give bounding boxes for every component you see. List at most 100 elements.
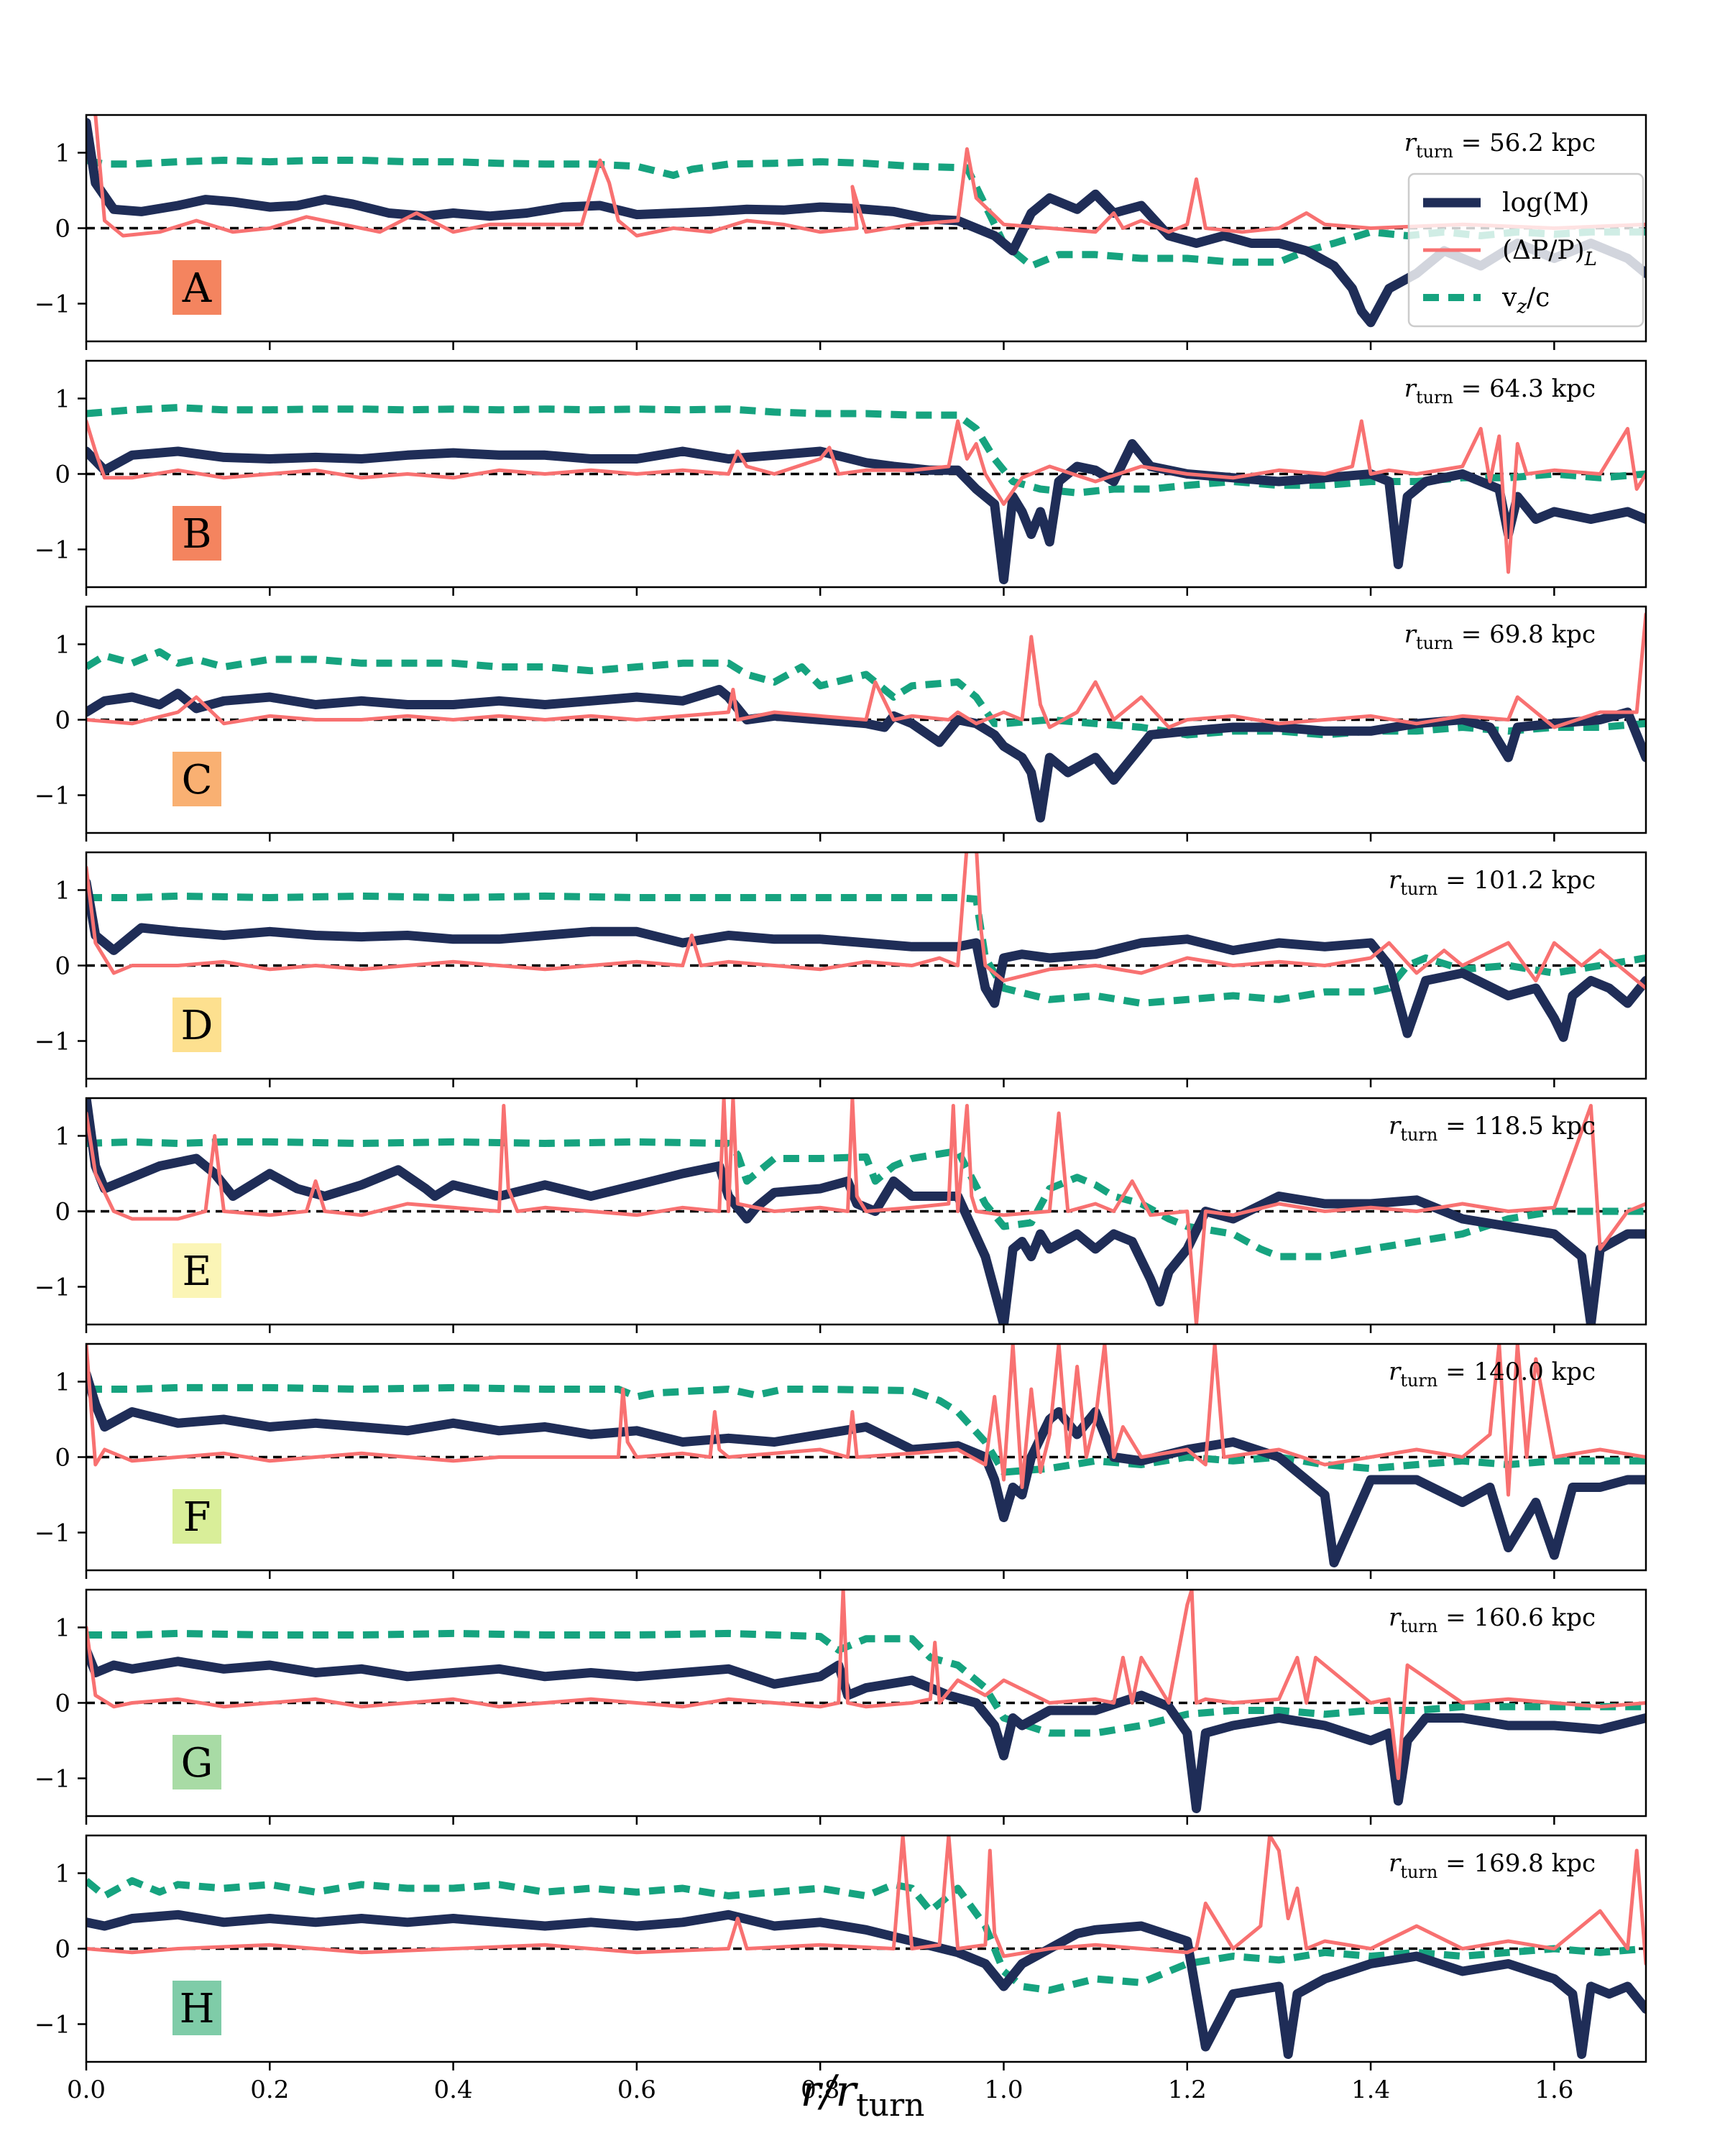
panel-H: 1 0 −1 rturn = 169.8 kpc H xyxy=(34,1834,1647,2070)
r-turn-symbol: r xyxy=(1389,1112,1402,1141)
series-line-logm xyxy=(86,877,1646,1042)
legend-label: (ΔP/P)L xyxy=(1502,236,1597,270)
panel-badge-letter: E xyxy=(183,1248,212,1295)
y-tick-label: −1 xyxy=(34,536,70,565)
y-tick-label: 0 xyxy=(55,1444,70,1473)
y-tick-label: 0 xyxy=(55,1690,70,1718)
r-turn-annotation: rturn = 140.0 kpc xyxy=(1389,1358,1596,1391)
y-tick-label: 1 xyxy=(55,1860,70,1889)
panel-B: 1 0 −1 rturn = 64.3 kpc B xyxy=(34,359,1647,596)
r-turn-value: = 69.8 kpc xyxy=(1453,620,1596,649)
panel-series-group xyxy=(86,1098,1646,1325)
y-tick-label: −1 xyxy=(34,290,70,319)
y-tick-label: −1 xyxy=(34,2011,70,2040)
panel-series-group xyxy=(86,612,1646,823)
r-turn-annotation: rturn = 169.8 kpc xyxy=(1389,1849,1596,1882)
r-turn-annotation: rturn = 69.8 kpc xyxy=(1404,620,1596,653)
x-tick-label: 1.2 xyxy=(1168,2076,1207,2104)
r-turn-value: = 56.2 kpc xyxy=(1453,129,1596,157)
r-turn-value: = 118.5 kpc xyxy=(1438,1112,1596,1141)
r-turn-value: = 64.3 kpc xyxy=(1453,374,1596,403)
panel-series-group xyxy=(86,1344,1646,1567)
series-line-ppl xyxy=(86,612,1646,729)
series-line-ppl xyxy=(92,115,1646,238)
series-line-logm xyxy=(86,1098,1646,1325)
legend-label: vz/c xyxy=(1501,283,1550,318)
x-tick-label: 0.4 xyxy=(434,2076,473,2104)
series-line-vzc xyxy=(86,404,1646,497)
panel-badge-background xyxy=(172,998,221,1052)
series-line-ppl xyxy=(86,1835,1646,1966)
r-turn-symbol: r xyxy=(1404,620,1417,649)
r-turn-subscript: turn xyxy=(1416,387,1453,407)
y-tick-label: 0 xyxy=(55,1198,70,1227)
series-line-vzc xyxy=(86,892,1646,1007)
panel-badge-letter: A xyxy=(182,265,212,312)
panel-badge-background xyxy=(172,506,221,561)
series-line-logm xyxy=(86,1909,1646,2059)
y-tick-label: 1 xyxy=(55,631,70,660)
series-line-logm xyxy=(86,118,1646,328)
r-turn-value: = 169.8 kpc xyxy=(1438,1849,1596,1878)
series-line-ppl xyxy=(86,419,1646,574)
panel-badge-letter: H xyxy=(180,1986,215,2032)
legend-label-main: (ΔP/P) xyxy=(1502,236,1585,265)
series-line-logm xyxy=(86,1369,1646,1567)
y-tick-label: 1 xyxy=(55,1614,70,1643)
r-turn-value: = 140.0 kpc xyxy=(1438,1358,1596,1386)
series-line-ppl xyxy=(86,1098,1646,1325)
panel-badge-letter: F xyxy=(183,1494,211,1541)
legend: log(M)(ΔP/P)Lvz/c xyxy=(1407,172,1644,328)
y-tick-label: −1 xyxy=(34,1765,70,1794)
y-tick-label: 1 xyxy=(55,877,70,906)
x-axis-label: r/rturn xyxy=(801,2066,925,2124)
r-turn-symbol: r xyxy=(1389,866,1402,895)
r-turn-subscript: turn xyxy=(1416,142,1453,162)
r-turn-value: = 160.6 kpc xyxy=(1438,1603,1596,1632)
r-turn-subscript: turn xyxy=(1400,879,1438,899)
panel-series-group xyxy=(86,404,1646,584)
y-tick-label: 0 xyxy=(55,952,70,981)
y-tick-label: 0 xyxy=(55,1935,70,1964)
y-tick-label: 0 xyxy=(55,461,70,489)
legend-label-tail: /c xyxy=(1527,283,1550,313)
panel-D: 1 0 −1 rturn = 101.2 kpc D xyxy=(34,851,1647,1087)
r-turn-symbol: r xyxy=(1404,129,1417,157)
panel-badge-background xyxy=(172,1981,221,2035)
r-turn-annotation: rturn = 118.5 kpc xyxy=(1389,1112,1596,1145)
panel-badge-background xyxy=(172,1489,221,1544)
legend-label-sub: z xyxy=(1516,296,1527,318)
y-tick-label: −1 xyxy=(34,782,70,811)
r-turn-annotation: rturn = 56.2 kpc xyxy=(1404,129,1596,162)
r-turn-symbol: r xyxy=(1389,1603,1402,1632)
y-tick-label: 1 xyxy=(55,385,70,414)
x-tick-label: 0.6 xyxy=(617,2076,656,2104)
panel-series-group xyxy=(86,1590,1646,1813)
r-turn-annotation: rturn = 101.2 kpc xyxy=(1389,866,1596,899)
legend-label-sub: L xyxy=(1584,249,1597,270)
series-line-vzc xyxy=(86,1877,1646,1994)
panel-G: 1 0 −1 rturn = 160.6 kpc G xyxy=(34,1588,1647,1825)
panel-badge-background xyxy=(172,752,221,806)
r-turn-subscript: turn xyxy=(1400,1370,1438,1391)
r-turn-annotation: rturn = 160.6 kpc xyxy=(1389,1603,1596,1636)
y-tick-label: 0 xyxy=(55,706,70,735)
series-line-logm xyxy=(86,685,1646,823)
x-axis: 0.0 0.2 0.4 0.6 0.8 1.0 1.2 1.4 1.6 xyxy=(67,2076,1573,2104)
panel-badge-letter: C xyxy=(182,757,213,803)
r-turn-symbol: r xyxy=(1389,1358,1402,1386)
panel-badge-background xyxy=(172,260,221,315)
y-tick-label: −1 xyxy=(34,1028,70,1056)
x-tick-label: 1.0 xyxy=(984,2076,1023,2104)
panel-C: 1 0 −1 rturn = 69.8 kpc C xyxy=(34,605,1647,842)
r-turn-subscript: turn xyxy=(1400,1862,1438,1882)
y-tick-label: 0 xyxy=(55,215,70,244)
panel-series-group xyxy=(86,1835,1646,2059)
series-line-vzc xyxy=(86,648,1646,739)
panel-badge-letter: D xyxy=(181,1003,213,1049)
x-tick-label: 1.4 xyxy=(1351,2076,1390,2104)
y-tick-label: −1 xyxy=(34,1273,70,1302)
r-turn-symbol: r xyxy=(1404,374,1417,403)
